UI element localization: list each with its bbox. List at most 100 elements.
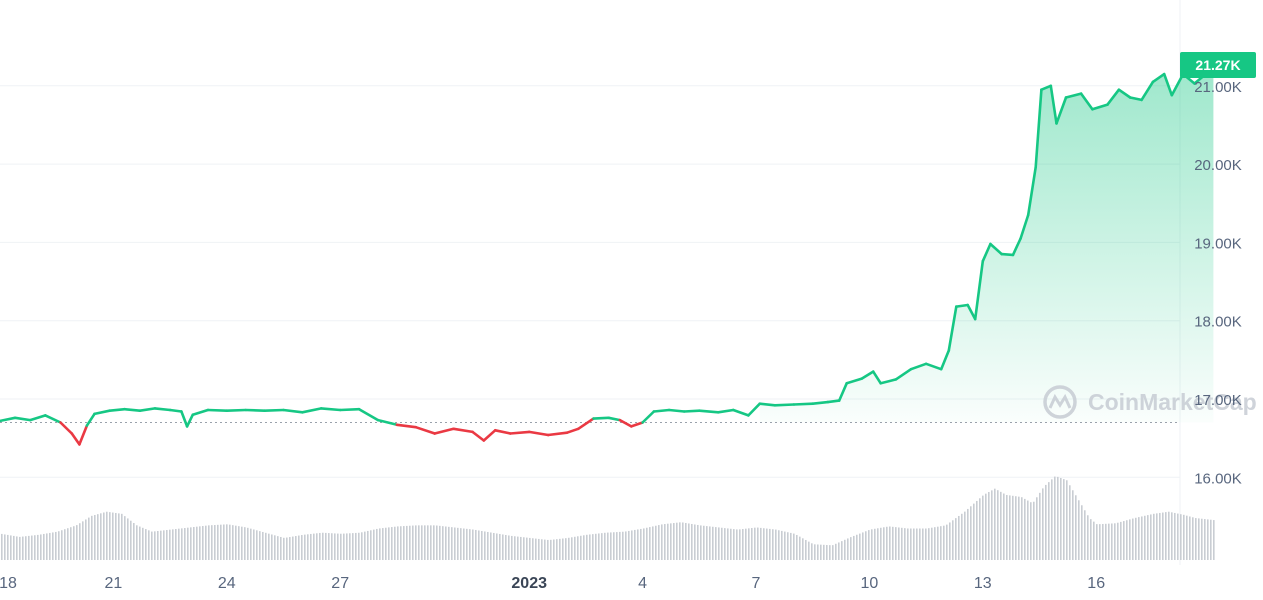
volume-bar [760,527,762,560]
volume-bar [544,539,546,560]
volume-bar [391,527,393,560]
volume-bar [430,525,432,560]
volume-bar [1042,488,1044,560]
volume-bar [58,531,60,560]
volume-bar [229,524,231,560]
volume-bar [862,532,864,560]
price-segment [565,427,580,435]
volume-bar [799,536,801,560]
volume-bar [931,527,933,560]
volume-bar [964,511,966,560]
price-segment [716,408,735,414]
volume-bar [232,525,234,560]
volume-bar [556,539,558,560]
volume-bar [13,535,15,560]
price-segment [939,349,951,371]
volume-bar [1147,515,1149,560]
gridlines [0,0,1181,565]
volume-bar [586,534,588,560]
volume-bar [217,524,219,560]
volume-bar [1012,495,1014,560]
volume-bar [460,528,462,560]
volume-bar [814,544,816,560]
volume-bar [319,532,321,560]
volume-bar [742,529,744,560]
volume-bar [394,526,396,560]
volume-bar [709,526,711,560]
volume-bar [781,530,783,560]
volume-bar [439,525,441,560]
price-segment [1055,96,1068,125]
price-segment [1091,103,1109,111]
volume-bar [493,532,495,560]
volume-bar [997,490,999,560]
volume-bar [1168,511,1170,560]
volume-bar [832,545,834,560]
volume-bar [124,516,126,560]
volume-bar [175,529,177,560]
volume-bar [292,536,294,560]
volume-bar [766,528,768,560]
volume-bar [208,525,210,560]
volume-bar [751,528,753,560]
volume-bar [625,531,627,560]
volume-bar [727,528,729,560]
price-segment [1011,237,1022,257]
volume-bar [823,544,825,560]
volume-bar [895,527,897,560]
volume-bar [655,525,657,560]
volume-bar [571,537,573,560]
volume-bar [757,527,759,560]
volume-bar [643,528,645,560]
volume-bar [70,527,72,560]
volume-bar [835,543,837,560]
price-segment [909,362,928,371]
volume-bar [1177,513,1179,560]
volume-bar [694,524,696,560]
volume-bar [1084,510,1086,560]
volume-bar [16,536,18,560]
volume-bar [661,524,663,560]
volume-bar [1039,492,1041,560]
volume-bar [148,530,150,560]
price-segment [1106,88,1121,106]
volume-bar [1030,502,1032,560]
volume-bar [628,530,630,560]
volume-bar [1186,515,1188,560]
volume-bar [187,527,189,560]
y-tick-label: 21.00K [1194,79,1242,96]
volume-bar [1201,518,1203,560]
price-segment [1162,72,1174,97]
volume-bar [112,512,114,560]
price-segment [508,430,531,435]
volume-bar [859,533,861,560]
volume-bar [403,526,405,560]
volume-bar [127,518,129,560]
price-segment [282,408,304,414]
volume-bar [679,522,681,560]
volume-bar [139,526,141,560]
price-segment [966,303,977,321]
price-segment [338,407,361,412]
volume-bar [157,531,159,560]
volume-bar [151,531,153,560]
volume-bar [676,522,678,560]
volume-bar [382,528,384,560]
price-segment [1026,165,1037,217]
volume-bar [550,539,552,560]
price-segment [357,407,380,422]
volume-bar [646,527,648,560]
x-axis: 18 21 24 27 2023 4 7 10 13 16 [0,575,1105,592]
price-segment [1117,88,1132,99]
volume-bar [1171,512,1173,560]
price-segment [191,408,210,417]
volume-bar [334,533,336,560]
volume-bar [1198,518,1200,560]
price-segment [947,305,958,352]
price-segment [747,402,762,417]
price-segment [546,431,569,437]
volume-bar [784,531,786,560]
volume-bar [199,526,201,560]
price-segment [879,378,898,385]
volume-bar [538,538,540,560]
